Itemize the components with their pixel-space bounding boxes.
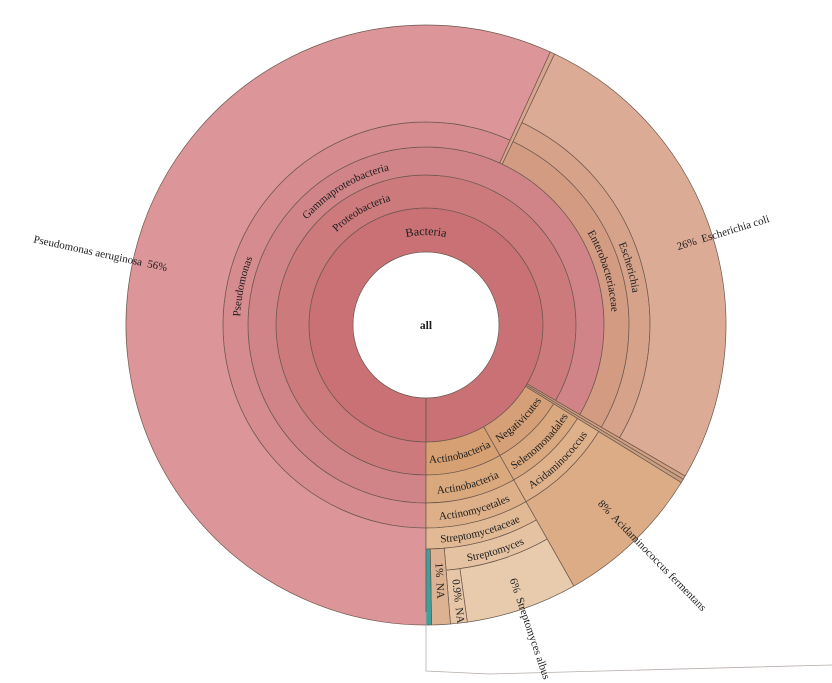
wedge-teal-sliver[interactable]: [425, 548, 432, 626]
radial-label-na-genus: 1% NA: [432, 562, 446, 599]
radial-label-na-species: 0.9% NA: [449, 579, 466, 624]
leader-line: [425, 612, 832, 675]
wedge-pseudomonas-aeruginosa[interactable]: [125, 24, 551, 626]
wedge-escherichia-coli[interactable]: [521, 53, 727, 477]
center-circle[interactable]: [353, 252, 499, 398]
arc-label-bacteria: Bacteria: [404, 224, 448, 240]
center-label: all: [420, 320, 432, 332]
